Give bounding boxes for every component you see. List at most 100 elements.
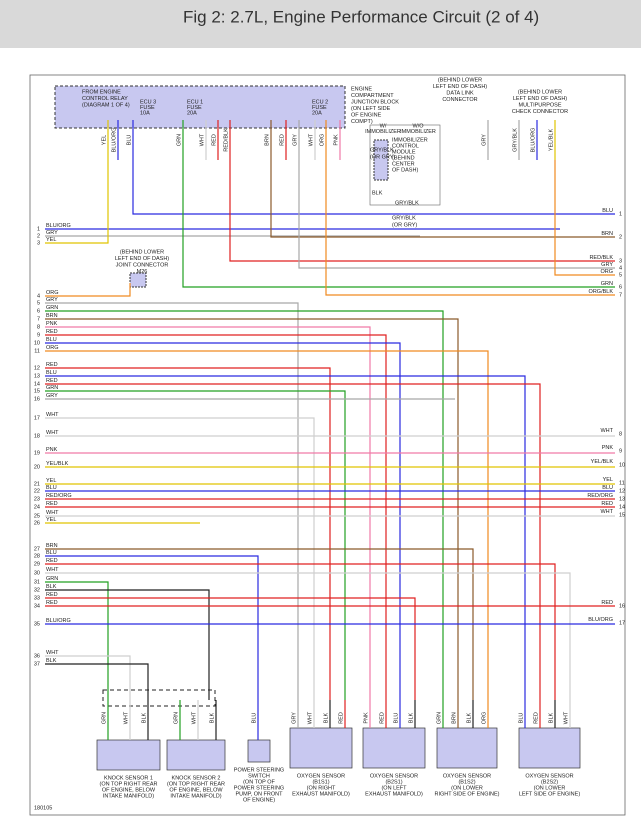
right-wire-color: WHT (600, 428, 613, 434)
right-wire-number: 17 (619, 620, 625, 626)
right-wire-number: 16 (619, 603, 625, 609)
junction-label: OF ENGINE (351, 112, 382, 118)
left-wire (45, 310, 444, 700)
top-wire-label: GRY (292, 134, 298, 146)
left-wire-color: WHT (46, 567, 59, 573)
junction-label: COMPT) (351, 119, 373, 125)
top-wire-label: GRN (176, 134, 182, 146)
check-connector-label: MULTIPURPOSE (519, 102, 562, 108)
left-wire-number: 3 (37, 240, 40, 246)
frame (29, 74, 626, 816)
pin-label: BLK (548, 712, 554, 723)
check-connector-label: (BEHIND LOWER (518, 89, 562, 95)
pin-label: WHT (123, 711, 129, 724)
top-wire-label: YEL (101, 135, 107, 145)
left-wire-number: 37 (34, 661, 40, 667)
pin-label: BLU (393, 713, 399, 724)
left-wire-number: 30 (34, 570, 40, 576)
left-wire (45, 326, 371, 700)
pin-label: BRN (451, 712, 457, 724)
component-label: (ON LOWER (451, 785, 483, 791)
component-body (166, 739, 226, 771)
mid-label: BLK (372, 190, 383, 196)
left-wire (45, 342, 401, 700)
component-body (96, 739, 161, 771)
top-wire-label: GRY (481, 134, 487, 146)
left-wire-color: PNK (46, 321, 58, 327)
immobilizer-label: CENTER (392, 161, 415, 167)
left-wire-number: 9 (37, 332, 40, 338)
mid-label: GRY/BLK (370, 147, 394, 153)
left-wire-color: BLU (46, 370, 57, 376)
immobilizer-label: MODULE (392, 149, 416, 155)
immobilizer-label: (BEHIND (392, 155, 415, 161)
component-label: OF ENGINE) (243, 797, 275, 803)
pin-label: BLU (518, 713, 524, 724)
left-wire (45, 563, 556, 700)
joint-label: LEFT END OF DASH) (115, 256, 169, 262)
left-wire-number: 15 (34, 388, 40, 394)
left-wire-color: BLK (46, 658, 57, 664)
component-label: SWITCH (248, 773, 270, 779)
component-body (436, 727, 498, 769)
fuse-label: 20A (187, 110, 197, 116)
fuse-label: ECU 3 (140, 99, 156, 105)
left-wire-color: RED (46, 592, 58, 598)
left-wire-number: 27 (34, 546, 40, 552)
right-wire-number: 12 (619, 488, 625, 494)
component-label: POWER STEERING (234, 785, 284, 791)
fuse-label: ECU 2 (312, 99, 328, 105)
immobilizer-frame (369, 124, 441, 206)
top-wire-label: PNK (333, 134, 339, 146)
right-wire-color: RED/ORG (587, 493, 613, 499)
pin-label: GRN (101, 712, 107, 724)
immobilizer-label: CONTROL (392, 143, 419, 149)
pin-label: GRY (291, 712, 297, 724)
component-label: (ON RIGHT (307, 785, 336, 791)
left-wire-color: YEL/BLK (46, 461, 69, 467)
left-wire-color: BLK (46, 584, 57, 590)
fuse-label: FUSE (140, 105, 155, 111)
left-wire (45, 655, 131, 700)
left-wire-color: RED (46, 378, 58, 384)
left-wire-number: 12 (34, 365, 40, 371)
immobilizer-module (373, 139, 389, 181)
left-wire-color: ORG (46, 345, 59, 351)
pin-label: BLK (323, 712, 329, 723)
pin-label: RED (533, 712, 539, 724)
right-wire-number: 10 (619, 462, 625, 468)
left-wire (45, 663, 149, 700)
component-label: EXHAUST MANIFOLD) (292, 791, 350, 797)
component-label: EXHAUST MANIFOLD) (365, 791, 423, 797)
component-label: (ON LEFT (381, 785, 407, 791)
left-wire-number: 19 (34, 450, 40, 456)
right-wire-color: BLU (602, 485, 613, 491)
left-wire (45, 390, 346, 700)
component-label: OF ENGINE, BELOW (102, 787, 156, 793)
left-wire-color: WHT (46, 650, 59, 656)
pin-label: RED (379, 712, 385, 724)
left-wire-number: 4 (37, 293, 40, 299)
top-wire-label: GRY/BLK (512, 128, 518, 152)
connector-dashed (102, 689, 216, 707)
right-wire-color: RED/BLK (589, 255, 613, 261)
mid-label: GRY/BLK (392, 215, 416, 221)
left-wire-number: 1 (37, 226, 40, 232)
top-wire-label: WHT (308, 133, 314, 146)
fuse-label: FUSE (187, 105, 202, 111)
pin-label: PNK (363, 712, 369, 724)
left-wire-number: 32 (34, 587, 40, 593)
joint-connector (129, 272, 147, 288)
left-wire-color: WHT (46, 510, 59, 516)
right-wire-number: 5 (619, 272, 622, 278)
mid-label: (OR GRY) (370, 154, 395, 160)
junction-label: ENGINE (351, 86, 372, 92)
left-wire-color: BLU (46, 485, 57, 491)
left-wire-color: RED (46, 329, 58, 335)
left-wire-number: 21 (34, 481, 40, 487)
junction-label: JUNCTION BLOCK (351, 99, 399, 105)
right-wire (182, 160, 615, 288)
right-wire (325, 160, 615, 296)
top-wire-label: BLU/ORG (530, 128, 536, 153)
